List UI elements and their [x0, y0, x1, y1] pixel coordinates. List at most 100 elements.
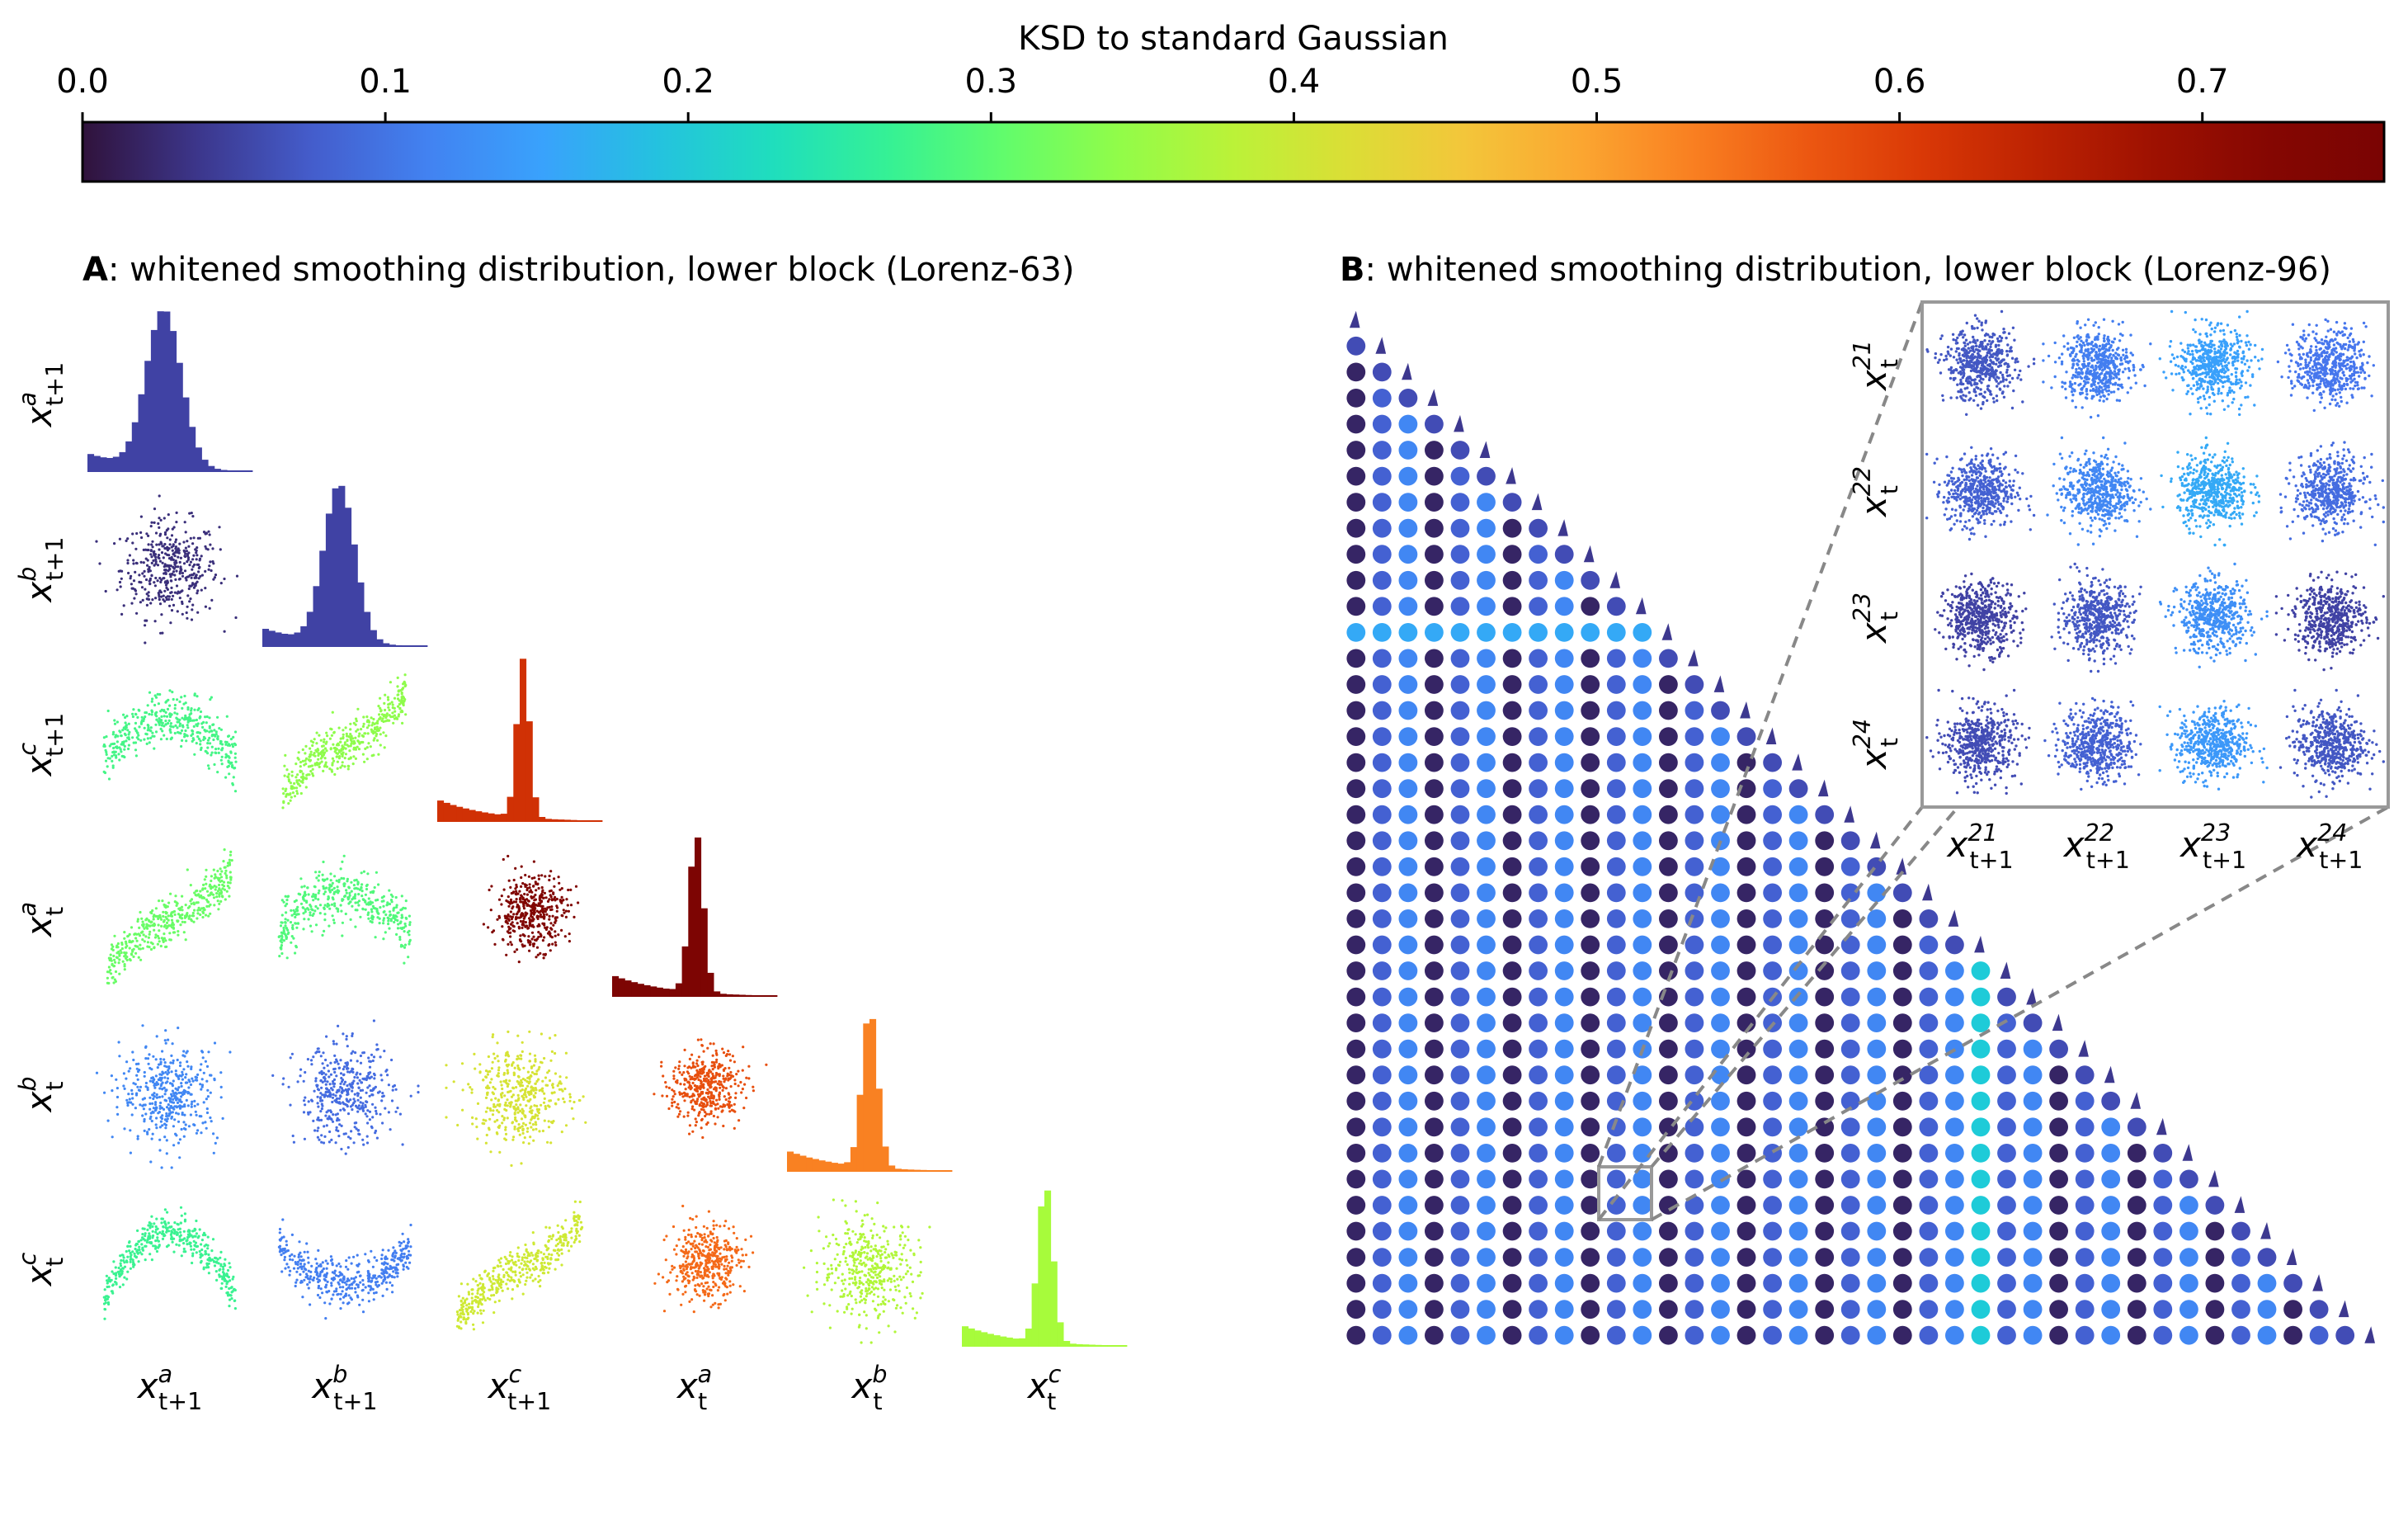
- scatter-point: [136, 1135, 139, 1138]
- scatter-point: [183, 1218, 187, 1221]
- scatter-point: [677, 1067, 681, 1070]
- scatter-point: [188, 1229, 191, 1233]
- scatter-point: [220, 1282, 224, 1285]
- scatter-point: [226, 744, 230, 747]
- scatter-point: [158, 526, 161, 530]
- scatter-point: [567, 909, 571, 913]
- scatter-point: [539, 951, 542, 955]
- scatter-point: [507, 900, 510, 904]
- scatter-point: [344, 747, 347, 750]
- scatter-point: [195, 558, 198, 561]
- scatter-point: [291, 1258, 295, 1262]
- scatter-point: [160, 937, 163, 940]
- scatter-point: [147, 543, 150, 546]
- scatter-point: [380, 1079, 384, 1082]
- scatter-point: [417, 1091, 420, 1094]
- scatter-point: [138, 1248, 141, 1252]
- scatter-point: [212, 738, 215, 742]
- scatter-cell: [281, 673, 408, 810]
- scatter-point: [461, 1108, 464, 1112]
- scatter-point: [306, 886, 309, 890]
- scatter-point: [208, 730, 211, 734]
- scatter-point: [186, 1065, 190, 1068]
- scatter-point: [673, 1100, 676, 1104]
- scatter-point: [143, 738, 146, 741]
- scatter-point: [147, 594, 150, 597]
- scatter-point: [513, 950, 516, 953]
- scatter-point: [179, 1230, 182, 1234]
- scatter-point: [170, 713, 173, 716]
- scatter-point: [530, 1118, 533, 1121]
- scatter-point: [496, 1132, 499, 1135]
- scatter-point: [688, 1083, 691, 1087]
- scatter-cell: [106, 848, 233, 985]
- scatter-point: [321, 873, 324, 876]
- scatter-point: [134, 1107, 137, 1110]
- scatter-point: [164, 1126, 167, 1130]
- scatter-point: [188, 1242, 191, 1245]
- scatter-point: [138, 1245, 141, 1249]
- scatter-point: [196, 722, 200, 725]
- scatter-point: [115, 1277, 118, 1280]
- scatter-point: [207, 1272, 210, 1275]
- scatter-point: [175, 511, 178, 515]
- scatter-point: [344, 753, 347, 756]
- scatter-point: [314, 748, 318, 752]
- scatter-point: [144, 1232, 147, 1235]
- scatter-point: [201, 895, 205, 899]
- scatter-point: [185, 578, 188, 582]
- scatter-point: [558, 881, 561, 885]
- scatter-point: [718, 1079, 721, 1083]
- scatter-point: [282, 1077, 285, 1080]
- scatter-point: [323, 1125, 326, 1128]
- scatter-cell: [277, 854, 412, 965]
- scatter-point: [490, 1098, 493, 1102]
- scatter-point: [284, 1267, 287, 1270]
- scatter-point: [691, 1130, 695, 1133]
- scatter-point: [117, 753, 120, 756]
- scatter-point: [144, 557, 148, 560]
- scatter-point: [374, 1106, 377, 1109]
- scatter-point: [528, 904, 531, 908]
- scatter-point: [667, 1086, 672, 1089]
- scatter-point: [166, 581, 169, 584]
- scatter-point: [184, 717, 188, 720]
- scatter-point: [228, 863, 232, 866]
- scatter-point: [534, 1058, 537, 1061]
- scatter-point: [364, 1112, 367, 1116]
- scatter-point: [358, 1133, 361, 1136]
- scatter-point: [174, 724, 177, 728]
- scatter-point: [396, 685, 399, 688]
- histogram-bar: [939, 1170, 946, 1172]
- histogram-bar: [700, 908, 708, 997]
- scatter-point: [194, 1079, 197, 1082]
- scatter-point: [106, 765, 109, 768]
- scatter-point: [342, 1073, 346, 1076]
- scatter-point: [493, 942, 497, 946]
- scatter-point: [522, 1121, 525, 1125]
- scatter-point: [213, 885, 216, 888]
- scatter-point: [506, 1069, 509, 1072]
- scatter-point: [722, 1051, 726, 1055]
- scatter-point: [282, 1252, 285, 1255]
- scatter-point: [279, 939, 282, 942]
- scatter-point: [167, 565, 171, 569]
- panel-a-title-text: : whitened smoothing distribution, lower…: [108, 251, 1075, 289]
- colorbar-tick-label: 0.7: [2176, 63, 2229, 101]
- scatter-point: [332, 1085, 336, 1088]
- scatter-point: [330, 770, 334, 773]
- scatter-point: [190, 618, 194, 621]
- scatter-point: [323, 738, 326, 741]
- scatter-point: [729, 1070, 733, 1074]
- scatter-point: [159, 944, 163, 948]
- scatter-point: [323, 929, 326, 932]
- scatter-point: [568, 1095, 573, 1099]
- scatter-point: [157, 522, 160, 526]
- scatter-point: [296, 773, 299, 777]
- scatter-point: [144, 578, 148, 582]
- scatter-point: [124, 715, 127, 720]
- scatter-point: [355, 717, 358, 720]
- scatter-point: [128, 554, 131, 557]
- scatter-point: [152, 559, 155, 563]
- scatter-point: [134, 547, 138, 550]
